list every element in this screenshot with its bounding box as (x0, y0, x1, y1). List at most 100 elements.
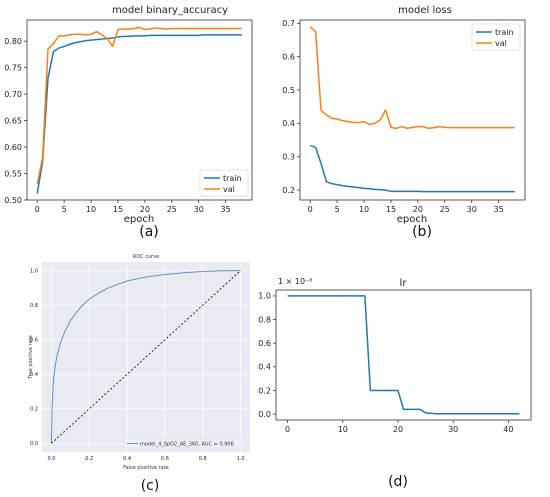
roc-grid (42, 262, 250, 452)
lr-chart-title: lr (400, 278, 408, 289)
accuracy-x-ticks: 0 5 10 15 20 25 30 35 (35, 200, 231, 214)
lr-y-tick-label-0: 0.0 (258, 410, 271, 419)
loss-y-tick-label-5: 0.7 (282, 19, 295, 28)
loss-y-ticks: 0.2 0.3 0.4 0.5 0.6 0.7 (282, 19, 300, 195)
acc-y-tick-label-0: 0.50 (4, 196, 22, 205)
lr-y-tick-label-3: 0.6 (258, 339, 271, 348)
roc-x-tick-label-1: 0.2 (85, 456, 93, 462)
lr-x-ticks: 0 10 20 30 40 (285, 420, 513, 434)
lr-x-tick-label-3: 30 (448, 425, 458, 434)
acc-x-tick-label-6: 30 (194, 205, 204, 214)
accuracy-y-ticks: 0.50 0.55 0.60 0.65 0.70 0.75 0.80 (4, 37, 27, 205)
lr-chart: lr 1 × 10⁻⁶ 0 10 20 30 40 0.0 0.2 0.4 0.6 0.8 1.0… (258, 277, 532, 490)
acc-y-tick-label-4: 0.70 (4, 90, 22, 99)
panel-label-b: (b) (412, 224, 432, 240)
lr-lines (287, 295, 520, 415)
loss-x-tick-label-4: 20 (413, 205, 423, 214)
panel-label-c: (c) (141, 478, 160, 494)
accuracy-chart-title: model binary_accuracy (112, 5, 228, 16)
acc-y-tick-label-1: 0.55 (4, 169, 22, 178)
lr-series-line-0 (287, 295, 520, 415)
roc-x-label: False positive rate (123, 465, 169, 471)
loss-x-ticks: 0 5 10 15 20 25 30 35 (308, 200, 504, 214)
loss-legend: train val (471, 23, 521, 51)
roc-y-label: True positive rate (28, 335, 34, 380)
accuracy-lines (36, 26, 242, 194)
accuracy-plot-frame (26, 19, 253, 201)
accuracy-legend-val-label: val (223, 185, 235, 194)
acc-x-tick-label-0: 0 (35, 205, 40, 214)
roc-y-tick-label-1: 0.2 (30, 407, 38, 413)
roc-y-tick-label-0: 0.0 (30, 441, 38, 447)
loss-plot-frame (299, 19, 526, 201)
loss-y-tick-label-1: 0.3 (282, 152, 295, 161)
roc-x-tick-label-3: 0.6 (161, 456, 169, 462)
acc-x-tick-label-4: 20 (140, 205, 150, 214)
lr-y-tick-label-5: 1.0 (258, 292, 271, 301)
roc-chart: ROC curve 0.0 0.2 0.4 0.6 0.8 1.0 0.00.20.40.… (28, 254, 250, 494)
accuracy-x-label: epoch (124, 214, 154, 225)
acc-x-tick-label-1: 5 (62, 205, 67, 214)
roc-y-tick-label-5: 1.0 (30, 268, 38, 274)
loss-x-tick-label-2: 10 (359, 205, 369, 214)
loss-x-tick-label-5: 25 (440, 205, 450, 214)
roc-lines (50, 270, 241, 444)
roc-legend-label: model_4_SpO2_AE_360, AUC = 0.906 (140, 442, 234, 448)
acc-y-tick-label-6: 0.80 (4, 37, 22, 46)
acc-x-tick-label-5: 25 (167, 205, 177, 214)
roc-chart-title: ROC curve (133, 254, 160, 260)
loss-y-tick-label-2: 0.4 (282, 119, 295, 128)
acc-x-tick-label-7: 35 (221, 205, 231, 214)
lr-plot-frame (275, 289, 532, 421)
loss-y-tick-label-4: 0.6 (282, 52, 295, 61)
panel-label-d: (d) (388, 474, 408, 490)
acc-series-line-1 (36, 26, 242, 185)
loss-y-tick-label-0: 0.2 (282, 186, 295, 195)
lr-y-tick-label-1: 0.2 (258, 386, 271, 395)
lr-x-tick-label-1: 10 (338, 425, 348, 434)
loss-series-line-1 (309, 26, 515, 130)
roc-x-ticks: 0.0 0.2 0.4 0.6 0.8 1.0 (47, 456, 244, 462)
loss-lines (309, 26, 515, 193)
loss-y-tick-label-3: 0.5 (282, 86, 295, 95)
acc-x-tick-label-3: 15 (113, 205, 123, 214)
loss-x-tick-label-3: 15 (386, 205, 396, 214)
roc-legend: model_4_SpO2_AE_360, AUC = 0.906 (123, 438, 247, 449)
loss-chart: model loss 0 5 10 15 20 25 30 35 0.20.30.40.50.… (282, 5, 526, 240)
acc-x-tick-label-2: 10 (86, 205, 96, 214)
lr-x-tick-label-0: 0 (285, 425, 290, 434)
loss-x-tick-label-7: 35 (494, 205, 504, 214)
accuracy-legend: train val (199, 169, 249, 197)
roc-x-tick-label-2: 0.4 (123, 456, 131, 462)
acc-series-line-0 (36, 34, 242, 194)
roc-legend-box (123, 438, 247, 449)
lr-x-tick-label-4: 40 (503, 425, 513, 434)
roc-y-tick-label-4: 0.8 (30, 303, 38, 309)
lr-scale-label: 1 × 10⁻⁶ (278, 277, 313, 286)
roc-series-line-0 (50, 270, 241, 444)
panel-label-a: (a) (139, 224, 159, 240)
acc-y-tick-label-2: 0.60 (4, 143, 22, 152)
roc-y-ticks: 0.0 0.2 0.4 0.6 0.8 1.0 (30, 268, 38, 447)
roc-series-line-1 (51, 270, 241, 444)
loss-x-tick-label-0: 0 (308, 205, 313, 214)
loss-chart-title: model loss (398, 5, 452, 16)
roc-y-tick-label-3: 0.6 (30, 337, 38, 343)
accuracy-chart: model binary_accuracy 0 5 10 15 20 25 30 35 0.5… (4, 5, 253, 240)
roc-x-tick-label-0: 0.0 (47, 456, 55, 462)
loss-x-tick-label-1: 5 (335, 205, 340, 214)
loss-legend-val-label: val (495, 39, 507, 48)
roc-x-tick-label-5: 1.0 (237, 456, 245, 462)
roc-x-tick-label-4: 0.8 (199, 456, 207, 462)
roc-y-tick-label-2: 0.4 (30, 372, 38, 378)
loss-legend-train-label: train (495, 28, 514, 37)
acc-y-tick-label-5: 0.75 (4, 63, 22, 72)
acc-y-tick-label-3: 0.65 (4, 116, 22, 125)
loss-series-line-0 (310, 144, 515, 193)
accuracy-legend-train-label: train (223, 174, 242, 183)
lr-x-tick-label-2: 20 (393, 425, 403, 434)
lr-y-tick-label-4: 0.8 (258, 315, 271, 324)
loss-x-label: epoch (397, 214, 427, 225)
loss-x-tick-label-6: 30 (467, 205, 477, 214)
